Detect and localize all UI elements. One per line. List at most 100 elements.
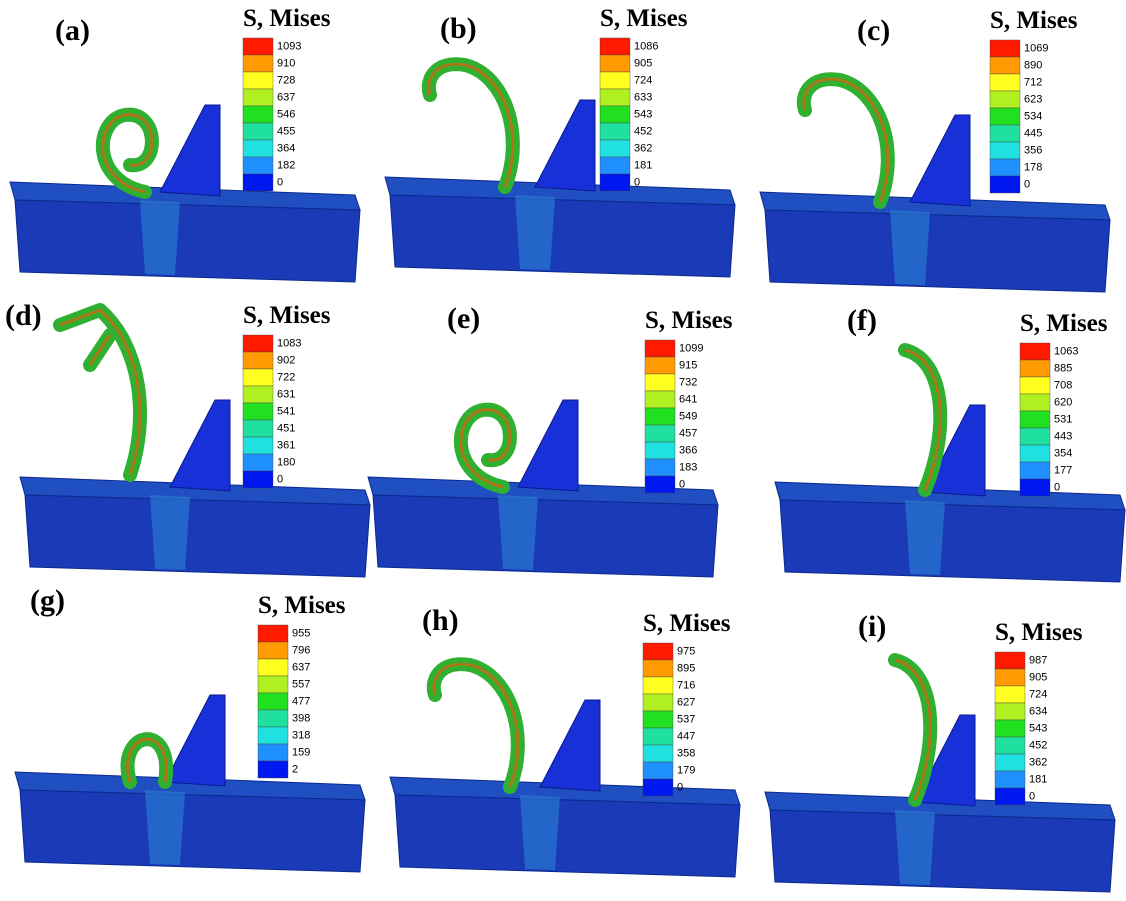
legend-value: 0 [677, 781, 683, 793]
legend-value: 398 [292, 712, 310, 724]
legend-value: 159 [292, 746, 310, 758]
legend-swatch [990, 91, 1020, 108]
legend-swatch [643, 643, 673, 660]
legend-value: 451 [277, 422, 295, 434]
legend-value: 716 [677, 679, 695, 691]
panel: (c)S, Mises10698907126235344453561780 [760, 7, 1110, 292]
legend-value: 722 [277, 371, 295, 383]
legend-swatch [1020, 343, 1050, 360]
legend-swatch [243, 352, 273, 369]
legend-value: 641 [679, 393, 697, 405]
stress-band [905, 500, 945, 575]
legend-value: 915 [679, 359, 697, 371]
legend-value: 623 [1024, 93, 1042, 105]
legend-value: 455 [277, 125, 295, 137]
legend-value: 457 [679, 427, 697, 439]
legend-value: 910 [277, 57, 295, 69]
legend-swatch [990, 74, 1020, 91]
legend-swatch [600, 72, 630, 89]
legend-swatch [990, 108, 1020, 125]
legend-swatch [258, 727, 288, 744]
legend-swatch [1020, 360, 1050, 377]
legend-swatch [258, 676, 288, 693]
stress-band [515, 195, 555, 270]
legend-value: 796 [292, 644, 310, 656]
panel: (f)S, Mises10638857086205314433541770 [775, 304, 1125, 582]
legend-swatch [600, 157, 630, 174]
legend-swatch [258, 625, 288, 642]
legend-value: 0 [277, 473, 283, 485]
legend-swatch [600, 55, 630, 72]
legend-swatch [995, 669, 1025, 686]
legend-value: 445 [1024, 127, 1042, 139]
workpiece-front [765, 210, 1110, 292]
legend-swatch [258, 744, 288, 761]
legend-value: 541 [277, 405, 295, 417]
legend-value: 354 [1054, 447, 1072, 459]
panel-label: (d) [5, 299, 42, 332]
tool-wedge [165, 695, 225, 786]
legend-title: S, Mises [995, 619, 1083, 646]
legend-value: 902 [277, 354, 295, 366]
workpiece-front [25, 495, 370, 577]
legend-value: 732 [679, 376, 697, 388]
stress-band [150, 495, 190, 570]
legend-value: 443 [1054, 430, 1072, 442]
legend-swatch [1020, 479, 1050, 496]
legend-value: 546 [277, 108, 295, 120]
panel-label: (f) [847, 304, 877, 337]
tool-wedge [160, 105, 220, 196]
chip [905, 350, 940, 490]
legend-swatch [643, 728, 673, 745]
legend-value: 0 [1054, 481, 1060, 493]
workpiece-front [780, 500, 1125, 582]
panel: (b)S, Mises10869057246335434523621810 [385, 5, 735, 277]
legend-title: S, Mises [258, 592, 346, 619]
legend-value: 543 [1029, 722, 1047, 734]
panel-label: (i) [858, 610, 886, 643]
legend-swatch [243, 403, 273, 420]
chip [804, 79, 888, 202]
legend-value: 631 [277, 388, 295, 400]
legend-value: 180 [277, 456, 295, 468]
legend-title: S, Mises [243, 302, 331, 329]
legend-value: 178 [1024, 161, 1042, 173]
legend-swatch [243, 38, 273, 55]
legend-swatch [995, 703, 1025, 720]
legend-title: S, Mises [645, 307, 733, 334]
panel: (d)S, Mises10839027226315414513611800 [5, 299, 370, 577]
legend-value: 447 [677, 730, 695, 742]
legend-swatch [243, 369, 273, 386]
legend-value: 362 [1029, 756, 1047, 768]
legend-swatch [995, 788, 1025, 805]
legend-value: 364 [277, 142, 295, 154]
legend-value: 0 [679, 478, 685, 490]
legend-value: 179 [677, 764, 695, 776]
legend-swatch [600, 89, 630, 106]
tool-wedge [518, 400, 578, 491]
legend-title: S, Mises [600, 5, 688, 32]
legend-swatch [243, 454, 273, 471]
legend-value: 531 [1054, 413, 1072, 425]
legend-swatch [643, 762, 673, 779]
legend-swatch [600, 106, 630, 123]
legend-value: 890 [1024, 59, 1042, 71]
chip [429, 64, 513, 187]
legend-swatch [243, 420, 273, 437]
legend-value: 987 [1029, 654, 1047, 666]
workpiece-front [20, 790, 365, 872]
legend-swatch [990, 176, 1020, 193]
legend-swatch [645, 425, 675, 442]
legend-value: 1069 [1024, 42, 1048, 54]
legend-value: 177 [1054, 464, 1072, 476]
legend-value: 955 [292, 627, 310, 639]
legend-value: 885 [1054, 362, 1072, 374]
legend-swatch [243, 157, 273, 174]
legend-swatch [643, 711, 673, 728]
legend-swatch [243, 55, 273, 72]
legend-swatch [645, 442, 675, 459]
legend-swatch [258, 761, 288, 778]
panel: (i)S, Mises9879057246345434523621810 [765, 610, 1115, 892]
legend-swatch [258, 642, 288, 659]
legend-value: 637 [292, 661, 310, 673]
